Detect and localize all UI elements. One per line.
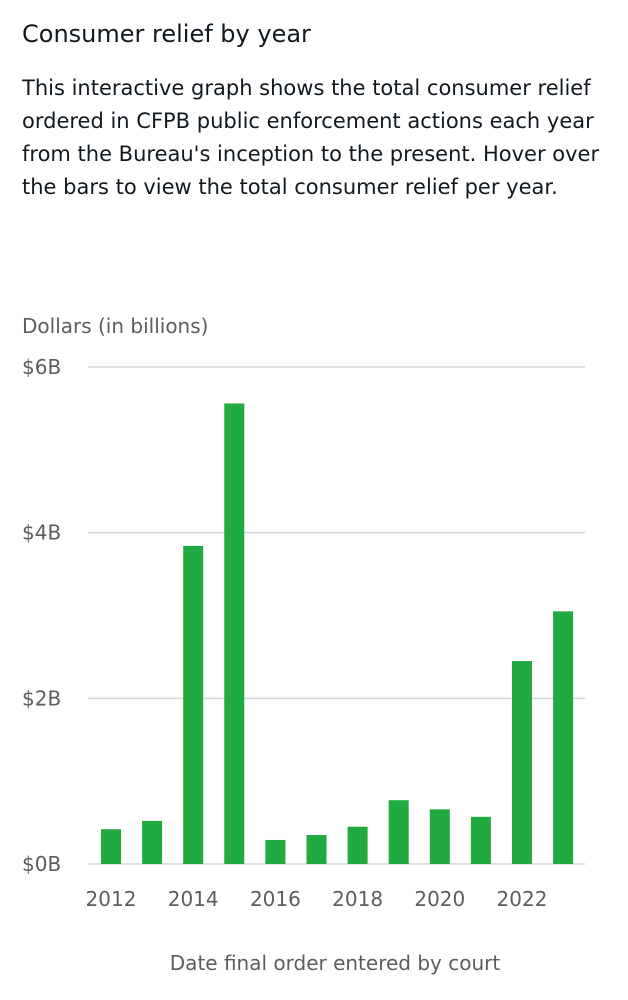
y-tick-labels: $0B $2B $4B $6B xyxy=(22,355,61,876)
chart-container: Dollars (in billions) $0B $2B $4B $6B 2012 2… xyxy=(0,300,628,990)
y-tick-label: $4B xyxy=(22,521,61,545)
x-tick-label: 2022 xyxy=(497,887,548,911)
y-axis-label: Dollars (in billions) xyxy=(22,314,208,338)
bar-chart: Dollars (in billions) $0B$2B$4B$6B 20122… xyxy=(22,314,585,975)
bar-2012[interactable]: 2012 xyxy=(101,829,121,864)
bar-2020[interactable]: 2020 xyxy=(429,809,450,864)
bar-2013[interactable]: 2013 xyxy=(142,820,163,864)
bar-2015[interactable]: 2015 xyxy=(224,403,245,864)
bar-2017[interactable]: 2017 xyxy=(306,835,327,864)
gridlines xyxy=(88,366,585,865)
x-tick-label: 2014 xyxy=(168,887,219,911)
bar-2019[interactable]: 2019 xyxy=(388,800,409,864)
x-tick-labels: 2012 2014 2016 2018 2020 2022 xyxy=(86,887,548,911)
bar-2021[interactable]: 2021 xyxy=(470,816,491,864)
x-tick-label: 2012 xyxy=(86,887,137,911)
chart-title: Consumer relief by year xyxy=(22,20,311,48)
y-tick-label: $0B xyxy=(22,852,61,876)
bar-2023[interactable]: 2023 xyxy=(553,611,574,864)
x-tick-label: 2018 xyxy=(332,887,383,911)
x-tick-label: 2016 xyxy=(250,887,301,911)
x-axis-label: Date final order entered by court xyxy=(170,951,501,975)
bar-2014[interactable]: 2014 xyxy=(183,545,204,864)
y-tick-label: $6B xyxy=(22,355,61,379)
y-tick-label: $2B xyxy=(22,686,61,710)
bar-2022[interactable]: 2022 xyxy=(512,661,532,864)
chart-description: This interactive graph shows the total c… xyxy=(22,76,600,199)
bars[interactable]: 2012 2013 2014 2015 2016 2017 2018 2019 2020 2021… xyxy=(101,403,574,864)
x-tick-label: 2020 xyxy=(414,887,465,911)
bar-2016[interactable]: 2016 xyxy=(265,839,286,864)
bar-2018[interactable]: 2018 xyxy=(347,826,368,864)
